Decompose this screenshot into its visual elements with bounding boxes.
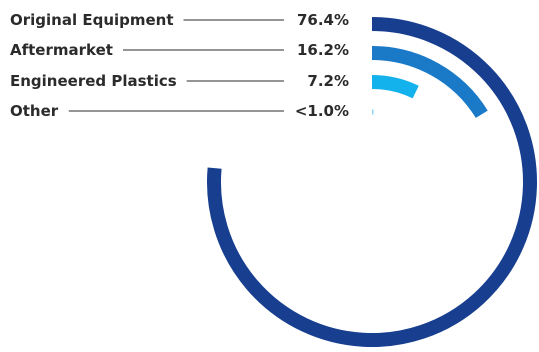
label-other: Other <box>10 102 59 120</box>
ring-arc-engineered-plastics <box>371 75 419 99</box>
ring-arc-original-equipment <box>207 17 537 347</box>
label-engineered-plastics: Engineered Plastics <box>10 72 177 90</box>
ring-group <box>207 17 537 347</box>
label-group: Original Equipment 76.4% Aftermarket 16.2% E… <box>10 11 349 120</box>
ring-arc-aftermarket <box>371 46 488 119</box>
value-original-equipment: 76.4% <box>297 11 349 29</box>
value-aftermarket: 16.2% <box>297 41 349 59</box>
label-original-equipment: Original Equipment <box>10 11 174 29</box>
value-engineered-plastics: 7.2% <box>307 72 349 90</box>
value-other: <1.0% <box>295 102 349 120</box>
label-aftermarket: Aftermarket <box>10 41 113 59</box>
